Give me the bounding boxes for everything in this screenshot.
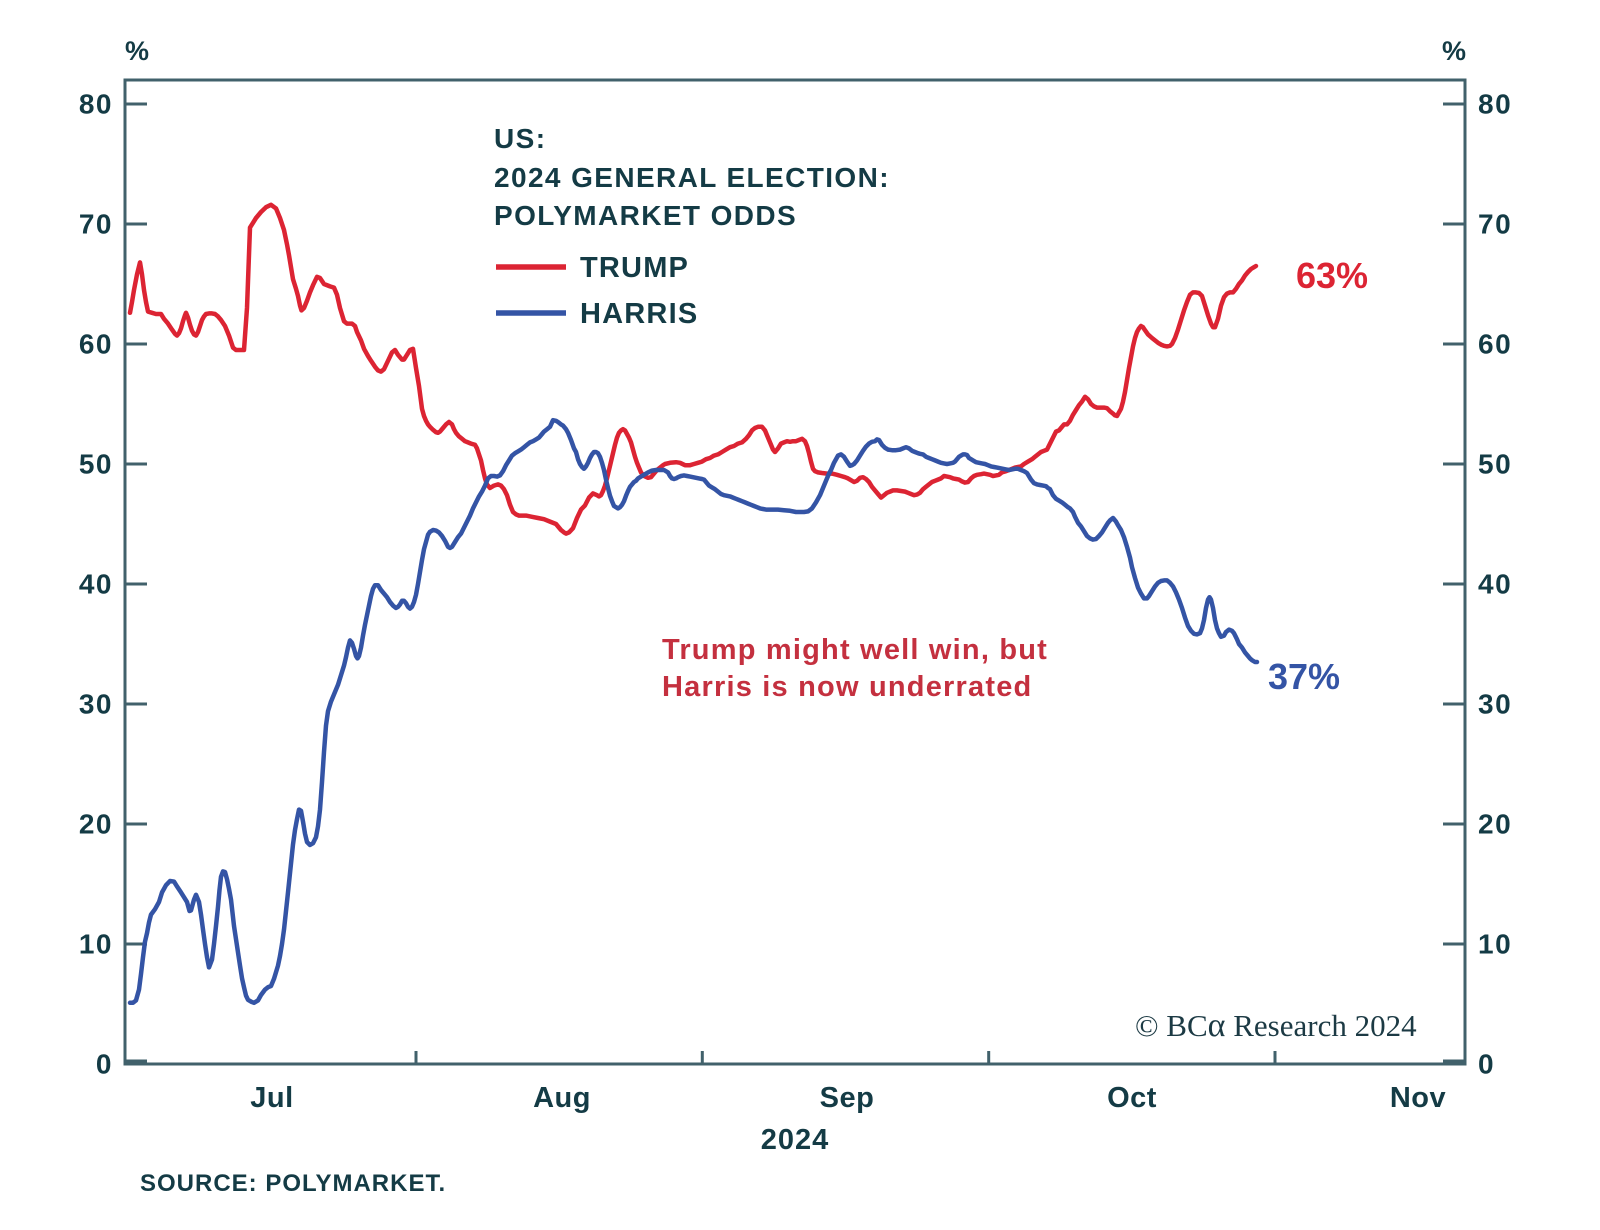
svg-text:40: 40 — [79, 569, 113, 600]
svg-text:50: 50 — [1478, 449, 1512, 480]
svg-text:SOURCE: POLYMARKET.: SOURCE: POLYMARKET. — [140, 1170, 446, 1197]
svg-text:%: % — [1442, 36, 1466, 66]
svg-text:0: 0 — [96, 1049, 113, 1080]
svg-text:60: 60 — [1478, 329, 1512, 360]
svg-text:10: 10 — [1478, 929, 1512, 960]
svg-text:80: 80 — [79, 89, 113, 120]
svg-text:Oct: Oct — [1107, 1082, 1157, 1114]
svg-text:Trump might well win, but: Trump might well win, but — [662, 634, 1048, 666]
svg-text:30: 30 — [1478, 689, 1512, 720]
svg-text:70: 70 — [79, 209, 113, 240]
svg-text:20: 20 — [79, 809, 113, 840]
svg-text:40: 40 — [1478, 569, 1512, 600]
svg-text:Aug: Aug — [533, 1082, 591, 1114]
svg-text:Sep: Sep — [820, 1082, 875, 1114]
svg-text:US:: US: — [494, 123, 546, 154]
svg-text:© BCα Research 2024: © BCα Research 2024 — [1135, 1007, 1417, 1044]
svg-text:50: 50 — [79, 449, 113, 480]
svg-text:10: 10 — [79, 929, 113, 960]
svg-text:HARRIS: HARRIS — [580, 298, 698, 330]
svg-text:30: 30 — [79, 689, 113, 720]
svg-text:63%: 63% — [1296, 255, 1368, 296]
svg-text:2024 GENERAL ELECTION:: 2024 GENERAL ELECTION: — [494, 162, 890, 193]
svg-text:37%: 37% — [1268, 656, 1340, 697]
svg-text:70: 70 — [1478, 209, 1512, 240]
svg-text:%: % — [125, 36, 149, 66]
svg-text:0: 0 — [1478, 1049, 1495, 1080]
svg-text:60: 60 — [79, 329, 113, 360]
svg-text:TRUMP: TRUMP — [580, 252, 689, 284]
svg-text:POLYMARKET ODDS: POLYMARKET ODDS — [494, 200, 797, 231]
svg-text:Harris is now underrated: Harris is now underrated — [662, 671, 1032, 703]
svg-text:80: 80 — [1478, 89, 1512, 120]
svg-text:20: 20 — [1478, 809, 1512, 840]
svg-text:2024: 2024 — [761, 1124, 830, 1156]
svg-text:Jul: Jul — [250, 1082, 293, 1114]
svg-text:Nov: Nov — [1390, 1082, 1446, 1114]
